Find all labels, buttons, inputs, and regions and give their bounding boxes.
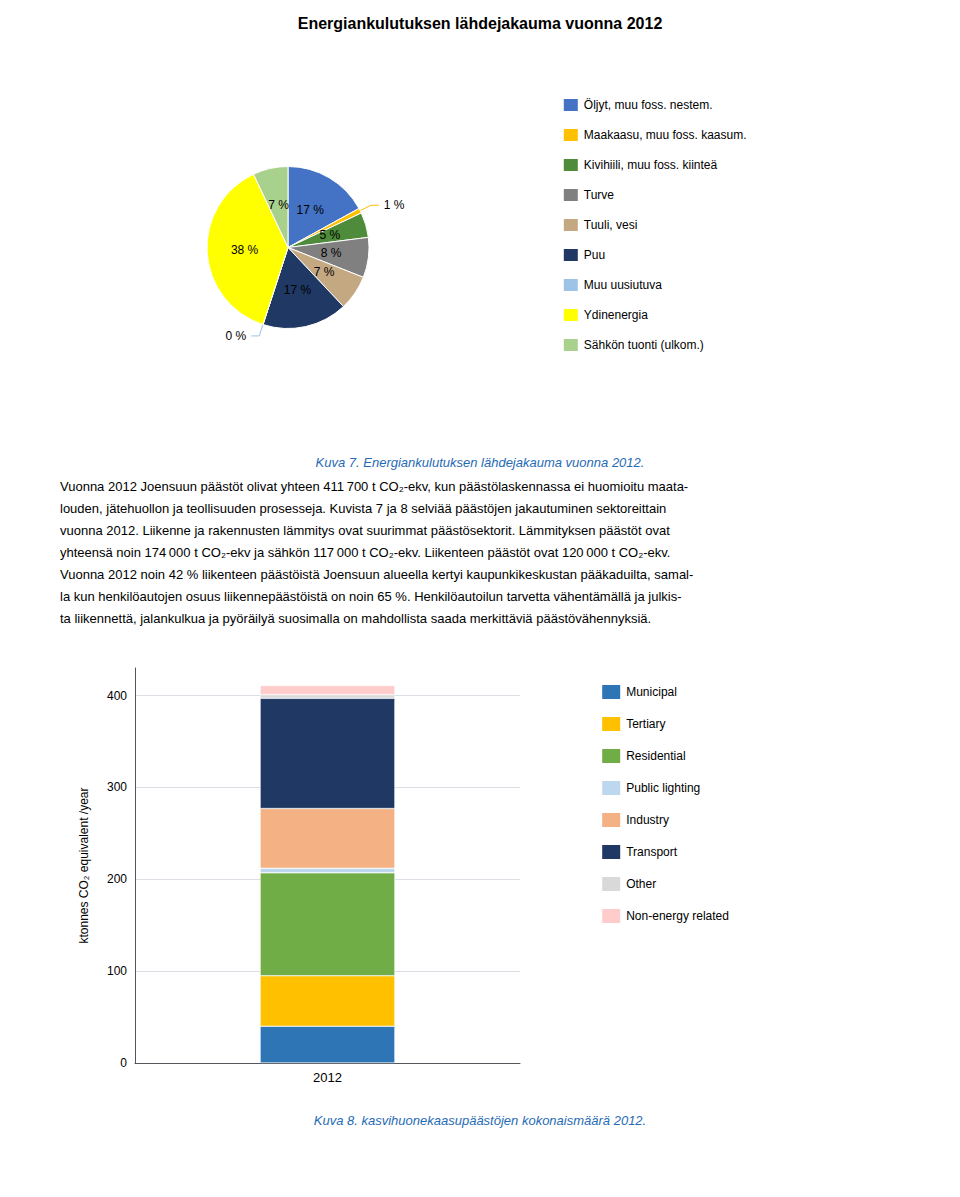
svg-text:2012: 2012 <box>313 1070 342 1085</box>
svg-text:Kivihiili, muu foss. kiinteä: Kivihiili, muu foss. kiinteä <box>584 158 718 172</box>
svg-text:Energiankulutuksen lähdejakaum: Energiankulutuksen lähdejakauma vuonna 2… <box>298 15 663 32</box>
svg-text:200: 200 <box>107 872 127 886</box>
svg-text:Ydinenergia: Ydinenergia <box>584 308 648 322</box>
svg-text:100: 100 <box>107 964 127 978</box>
svg-text:ktonnes CO₂ equivalent /year: ktonnes CO₂ equivalent /year <box>77 787 91 943</box>
html-text:vuonna 2012. Liikenne ja raken: vuonna 2012. Liikenne ja rakennusten läm… <box>60 523 670 538</box>
html-text:la kun henkilöautojen osuus li: la kun henkilöautojen osuus liikennepääs… <box>60 589 682 604</box>
svg-text:Öljyt, muu foss. nestem.: Öljyt, muu foss. nestem. <box>584 98 713 112</box>
svg-text:Tertiary: Tertiary <box>626 717 665 731</box>
html-text:yhteensä noin 174 000 t CO₂-ek: yhteensä noin 174 000 t CO₂-ekv ja sähkö… <box>60 545 671 560</box>
svg-text:Puu: Puu <box>584 248 605 262</box>
svg-text:Residential: Residential <box>626 749 685 763</box>
html-text:Kuva 7. Energiankulutuksen läh: Kuva 7. Energiankulutuksen lähdejakauma … <box>315 455 645 470</box>
svg-text:0: 0 <box>120 1056 127 1070</box>
svg-text:1 %: 1 % <box>384 198 405 212</box>
svg-text:Other: Other <box>626 877 656 891</box>
svg-text:5 %: 5 % <box>319 228 340 242</box>
html-text:ta liikennettä, jalankulkua ja: ta liikennettä, jalankulkua ja pyöräilyä… <box>60 611 652 626</box>
svg-text:Transport: Transport <box>626 845 678 859</box>
html-text:louden, jätehuollon ja teollis: louden, jätehuollon ja teollisuuden pros… <box>60 501 667 516</box>
svg-text:Tuuli, vesi: Tuuli, vesi <box>584 218 638 232</box>
html-text:Vuonna 2012 Joensuun päästöt o: Vuonna 2012 Joensuun päästöt olivat yhte… <box>60 479 689 494</box>
svg-text:8 %: 8 % <box>321 246 342 260</box>
svg-text:Maakaasu, muu foss. kaasum.: Maakaasu, muu foss. kaasum. <box>584 128 747 142</box>
svg-text:7 %: 7 % <box>268 198 289 212</box>
svg-text:Municipal: Municipal <box>626 685 677 699</box>
svg-text:0 %: 0 % <box>226 329 247 343</box>
svg-text:7 %: 7 % <box>314 265 335 279</box>
svg-text:Sähkön tuonti (ulkom.): Sähkön tuonti (ulkom.) <box>584 338 704 352</box>
svg-text:Public lighting: Public lighting <box>626 781 700 795</box>
svg-text:17 %: 17 % <box>296 203 324 217</box>
svg-text:Turve: Turve <box>584 188 615 202</box>
html-text:Vuonna 2012 noin 42 % liikente: Vuonna 2012 noin 42 % liikenteen päästöi… <box>60 567 694 582</box>
svg-text:Muu uusiutuva: Muu uusiutuva <box>584 278 662 292</box>
svg-text:17 %: 17 % <box>284 283 312 297</box>
svg-text:Industry: Industry <box>626 813 669 827</box>
svg-text:Non-energy related: Non-energy related <box>626 909 729 923</box>
svg-text:38 %: 38 % <box>231 243 259 257</box>
svg-text:300: 300 <box>107 780 127 794</box>
svg-text:400: 400 <box>107 689 127 703</box>
html-text:Kuva 8. kasvihuonekaasupäästöj: Kuva 8. kasvihuonekaasupäästöjen kokonai… <box>313 1113 647 1128</box>
